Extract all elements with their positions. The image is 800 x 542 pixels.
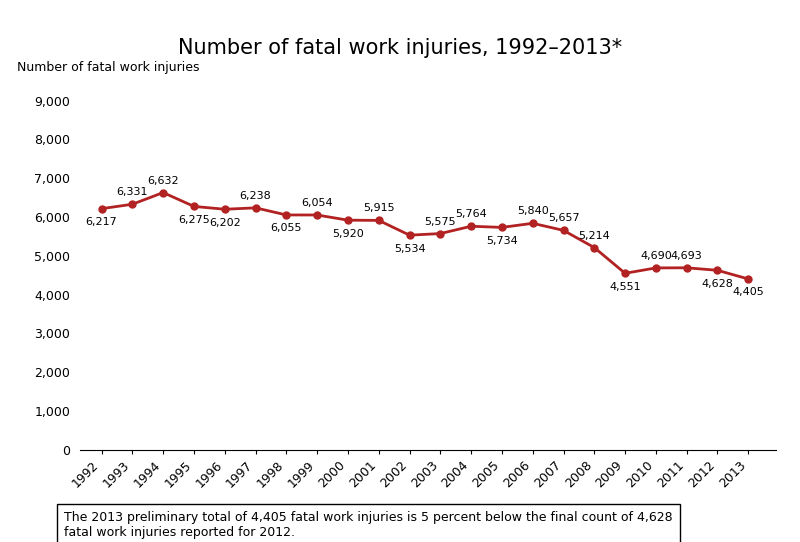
Text: 4,628: 4,628 xyxy=(702,279,734,289)
Text: 6,055: 6,055 xyxy=(270,223,302,234)
Text: 6,632: 6,632 xyxy=(147,176,179,185)
Text: 4,690: 4,690 xyxy=(640,251,672,261)
Text: 5,764: 5,764 xyxy=(455,209,487,220)
Text: 6,217: 6,217 xyxy=(86,217,118,227)
Text: 6,331: 6,331 xyxy=(117,187,148,197)
Text: 5,915: 5,915 xyxy=(363,203,394,214)
Text: 4,693: 4,693 xyxy=(671,251,702,261)
Text: 5,575: 5,575 xyxy=(425,217,456,227)
Text: 5,657: 5,657 xyxy=(548,214,579,223)
Text: 6,202: 6,202 xyxy=(209,218,241,228)
Text: 5,734: 5,734 xyxy=(486,236,518,246)
Text: Number of fatal work injuries, 1992–2013*: Number of fatal work injuries, 1992–2013… xyxy=(178,38,622,58)
Text: 4,551: 4,551 xyxy=(610,282,641,292)
Text: The 2013 preliminary total of 4,405 fatal work injuries is 5 percent below the f: The 2013 preliminary total of 4,405 fata… xyxy=(64,511,673,539)
Text: 6,054: 6,054 xyxy=(302,198,333,208)
Text: 6,238: 6,238 xyxy=(240,191,271,201)
Text: 5,214: 5,214 xyxy=(578,230,610,241)
Text: 5,920: 5,920 xyxy=(332,229,364,238)
Text: 5,840: 5,840 xyxy=(517,207,549,216)
Text: Number of fatal work injuries: Number of fatal work injuries xyxy=(18,61,200,74)
Text: 6,275: 6,275 xyxy=(178,215,210,225)
Text: 4,405: 4,405 xyxy=(733,287,764,298)
Text: 5,534: 5,534 xyxy=(394,244,426,254)
